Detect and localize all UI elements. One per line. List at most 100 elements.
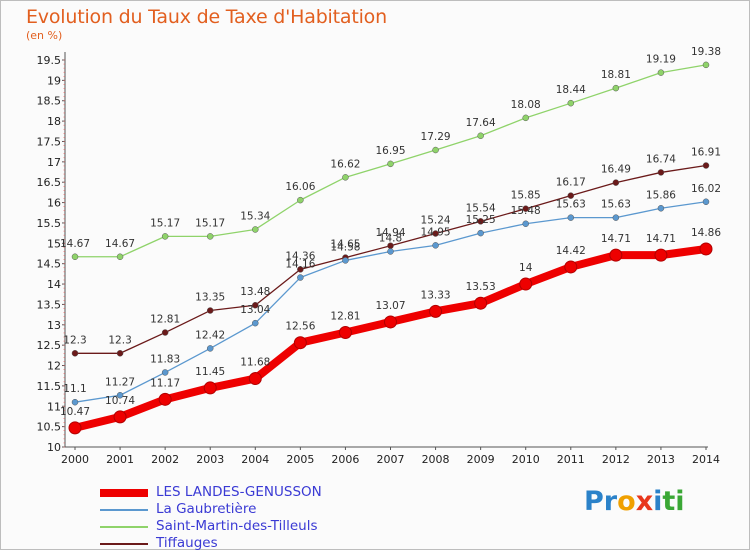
y-tick-label: 18 bbox=[47, 115, 61, 128]
data-label: 13.04 bbox=[240, 304, 270, 316]
data-label: 15.63 bbox=[556, 199, 586, 211]
data-label: 15.63 bbox=[601, 199, 631, 211]
data-label: 16.95 bbox=[375, 145, 405, 157]
y-tick-label: 14.5 bbox=[37, 258, 62, 271]
data-label: 11.68 bbox=[240, 357, 270, 369]
data-label: 14.16 bbox=[285, 259, 315, 271]
data-label: 11.83 bbox=[150, 353, 180, 365]
data-point bbox=[68, 421, 82, 435]
data-point bbox=[113, 410, 127, 424]
data-point bbox=[387, 248, 394, 255]
data-point bbox=[567, 214, 575, 221]
y-tick-label: 10 bbox=[47, 441, 61, 454]
logo-letter: o bbox=[617, 486, 636, 517]
data-point bbox=[252, 226, 259, 233]
series-3 bbox=[71, 162, 710, 357]
data-point bbox=[432, 230, 439, 237]
data-label: 14.8 bbox=[379, 232, 402, 244]
x-tick-label: 2014 bbox=[692, 453, 720, 466]
data-label: 15.24 bbox=[421, 215, 451, 227]
data-point bbox=[297, 274, 304, 281]
y-tick-label: 15 bbox=[47, 237, 61, 250]
data-label: 14.36 bbox=[285, 250, 315, 262]
y-tick-label: 16 bbox=[47, 197, 61, 210]
data-label: 16.17 bbox=[556, 177, 586, 189]
data-label: 14.71 bbox=[601, 233, 631, 245]
data-label: 14.71 bbox=[646, 233, 676, 245]
series-2 bbox=[71, 61, 710, 261]
data-point bbox=[699, 242, 713, 256]
y-tick-label: 17.5 bbox=[37, 135, 62, 148]
data-label: 12.3 bbox=[63, 334, 86, 346]
data-label: 10.74 bbox=[105, 395, 135, 407]
y-tick-label: 14 bbox=[47, 278, 61, 291]
data-point bbox=[116, 253, 124, 261]
data-label: 14.58 bbox=[330, 241, 360, 253]
legend-swatch bbox=[100, 543, 148, 545]
data-label: 14.67 bbox=[105, 238, 135, 250]
data-label: 13.33 bbox=[421, 289, 451, 301]
data-label: 18.44 bbox=[556, 84, 586, 96]
data-point bbox=[293, 336, 307, 350]
x-tick-label: 2005 bbox=[286, 453, 314, 466]
data-point bbox=[477, 229, 484, 237]
data-label: 15.54 bbox=[466, 202, 496, 214]
data-point bbox=[567, 192, 575, 199]
data-point bbox=[206, 345, 214, 352]
data-point bbox=[252, 301, 259, 309]
data-label: 12.81 bbox=[150, 314, 180, 326]
data-label: 11.17 bbox=[150, 377, 180, 389]
data-label: 11.1 bbox=[63, 383, 86, 395]
data-label: 12.56 bbox=[285, 321, 315, 333]
data-label: 19.38 bbox=[691, 46, 721, 58]
logo-letter: i bbox=[653, 486, 663, 517]
legend-label: Tiffauges bbox=[156, 535, 218, 551]
data-label: 10.47 bbox=[60, 406, 90, 418]
legend-swatch bbox=[100, 526, 148, 528]
x-tick-label: 2013 bbox=[647, 453, 675, 466]
series-0 bbox=[68, 242, 713, 435]
data-point bbox=[248, 372, 262, 386]
data-point bbox=[71, 350, 79, 357]
data-point bbox=[161, 329, 169, 336]
y-tick-label: 17 bbox=[47, 156, 61, 169]
x-tick-label: 2009 bbox=[467, 453, 495, 466]
data-point bbox=[702, 198, 710, 206]
data-label: 14.86 bbox=[691, 227, 721, 239]
data-point bbox=[522, 220, 529, 228]
x-tick-label: 2003 bbox=[196, 453, 224, 466]
data-point bbox=[519, 277, 533, 291]
legend-label: LES LANDES-GENUSSON bbox=[156, 484, 322, 500]
data-point bbox=[342, 174, 349, 181]
data-label: 16.74 bbox=[646, 153, 676, 165]
y-tick-label: 10.5 bbox=[37, 421, 62, 434]
data-label: 15.86 bbox=[646, 189, 676, 201]
y-tick-label: 16.5 bbox=[37, 176, 62, 189]
data-point bbox=[477, 132, 484, 140]
data-label: 14.94 bbox=[375, 227, 405, 239]
data-label: 18.08 bbox=[511, 99, 541, 111]
y-tick-label: 13.5 bbox=[37, 298, 62, 311]
data-point bbox=[116, 392, 124, 399]
data-point bbox=[474, 296, 488, 310]
data-point bbox=[161, 369, 169, 376]
legend-label: La Gaubretière bbox=[156, 501, 257, 517]
data-label: 15.48 bbox=[511, 205, 541, 217]
data-point bbox=[657, 169, 665, 176]
data-label: 14.65 bbox=[330, 239, 360, 251]
data-point bbox=[432, 242, 439, 249]
chart-title: Evolution du Taux de Taxe d'Habitation bbox=[26, 6, 387, 28]
x-tick-label: 2004 bbox=[241, 453, 269, 466]
data-point bbox=[657, 69, 665, 76]
data-label: 12.81 bbox=[330, 311, 360, 323]
data-label: 16.49 bbox=[601, 164, 631, 176]
data-point bbox=[477, 218, 484, 225]
data-point bbox=[564, 260, 578, 274]
logo-letter: t bbox=[662, 486, 676, 517]
data-point bbox=[297, 266, 304, 273]
y-tick-label: 12.5 bbox=[37, 339, 62, 352]
data-point bbox=[612, 214, 620, 221]
y-tick-label: 15.5 bbox=[37, 217, 62, 230]
data-point bbox=[338, 326, 352, 340]
data-label: 15.34 bbox=[240, 210, 270, 222]
